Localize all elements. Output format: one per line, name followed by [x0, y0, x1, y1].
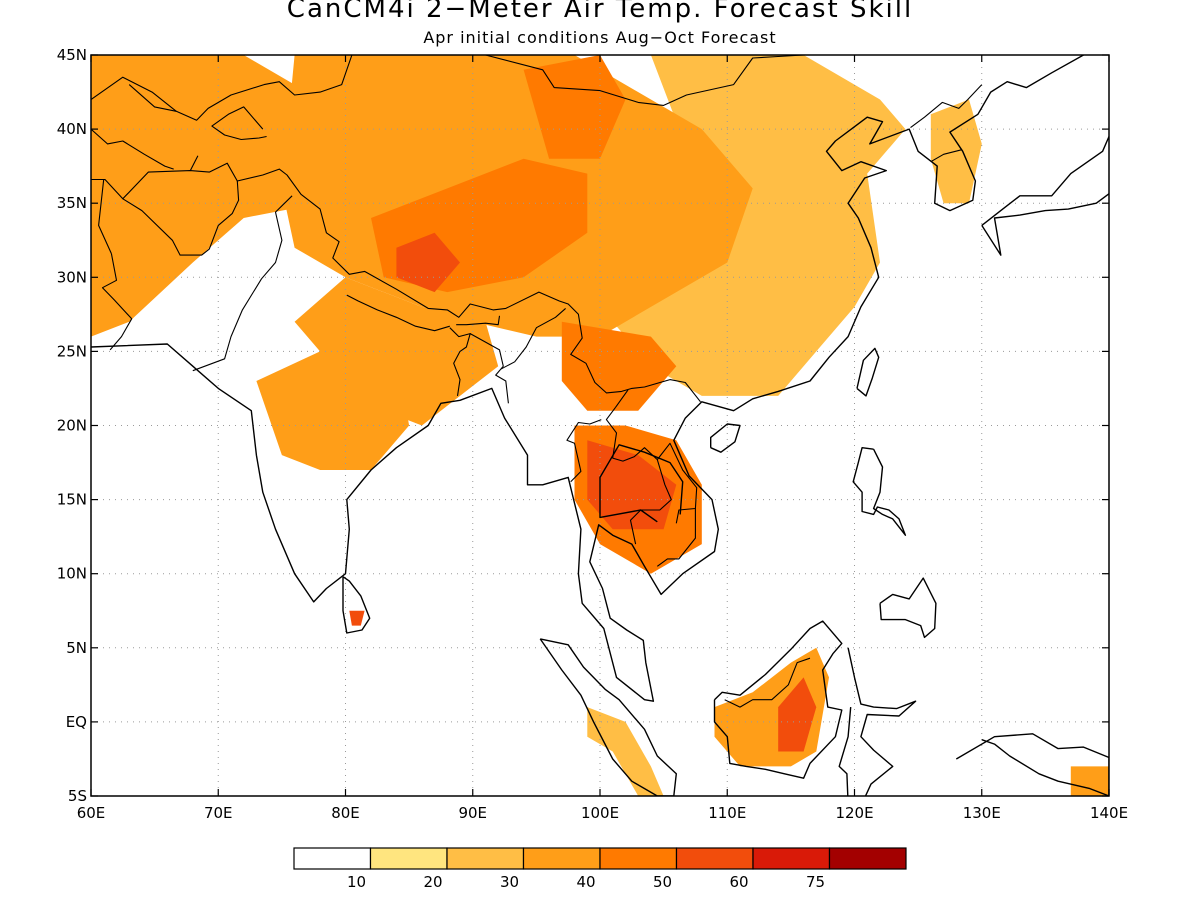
lon-tick-label: 60E	[77, 804, 106, 822]
skill-region-sri-lanka	[349, 610, 365, 626]
skill-region-new-guinea-east	[1070, 766, 1109, 796]
colorbar-swatch	[752, 847, 831, 870]
country-border	[91, 162, 701, 403]
colorbar-swatch	[369, 847, 448, 870]
country-border	[456, 315, 501, 326]
country-border	[469, 333, 509, 404]
country-border	[91, 55, 353, 121]
skill-region-sumatra	[587, 707, 664, 796]
skill-region-central-india	[256, 351, 410, 470]
coastlines	[91, 55, 1109, 796]
skill-region-borneo-hot	[778, 677, 817, 752]
country-border	[930, 149, 962, 163]
colorbar-label: 75	[806, 873, 825, 891]
country-border	[211, 106, 267, 141]
country-border	[614, 389, 629, 409]
coastline	[91, 55, 1084, 702]
lat-tick-label: 5N	[66, 639, 87, 657]
lon-tick-label: 80E	[331, 804, 360, 822]
skill-shading	[91, 55, 1109, 796]
colorbar-swatch	[522, 847, 601, 870]
latitude-axis: 45N 40N 35N 30N 25N 20N 15N 10N 5N EQ 5S	[57, 46, 1109, 805]
map-title: CanCM4i 2−Meter Air Temp. Forecast Skill	[286, 0, 914, 24]
lat-tick-label: 30N	[57, 268, 87, 286]
lon-tick-label: 140E	[1090, 804, 1128, 822]
country-border	[724, 657, 811, 708]
lat-tick-label: 5S	[68, 787, 87, 805]
colorbar: 10 20 30 40 50 60 75	[293, 847, 907, 891]
colorbar-label: 50	[653, 873, 672, 891]
coastline	[981, 135, 1109, 256]
lat-tick-label: 10N	[57, 565, 87, 583]
country-border	[910, 84, 983, 129]
coastline	[856, 347, 880, 397]
country-border	[346, 294, 450, 332]
colorbar-label: 20	[423, 873, 442, 891]
coastline	[838, 647, 917, 796]
coastline	[710, 423, 741, 453]
lat-tick-label: 40N	[57, 120, 87, 138]
colorbar-swatch	[828, 847, 907, 870]
lat-tick-label: EQ	[66, 713, 87, 731]
lat-tick-label: 15N	[57, 491, 87, 509]
colorbar-label: 30	[500, 873, 519, 891]
map-subtitle: Apr initial conditions Aug−Oct Forecast	[423, 28, 777, 47]
skill-region-tibet-hot	[396, 232, 460, 293]
coastline	[879, 577, 937, 639]
country-border	[500, 307, 566, 370]
coastline	[599, 444, 684, 523]
skill-region-yunnan	[561, 321, 677, 411]
lat-tick-label: 25N	[57, 342, 87, 360]
country-border	[656, 442, 698, 524]
colorbar-swatch	[675, 847, 754, 870]
colorbar-swatch	[293, 847, 372, 870]
colorbar-label: 60	[729, 873, 748, 891]
longitude-axis: 60E 70E 80E 90E 100E 110E 120E 130E 140E	[77, 55, 1128, 822]
coastline	[713, 620, 843, 779]
skill-region-indochina-hot	[587, 440, 677, 530]
lon-tick-label: 90E	[458, 804, 487, 822]
coastline	[852, 447, 907, 536]
lon-tick-label: 70E	[204, 804, 233, 822]
coastline	[955, 733, 1109, 796]
country-border	[656, 508, 696, 567]
country-border	[101, 253, 133, 351]
lon-tick-label: 100E	[581, 804, 619, 822]
lon-tick-label: 130E	[963, 804, 1001, 822]
coastline	[342, 576, 371, 634]
country-border	[449, 327, 471, 396]
country-border	[128, 84, 177, 112]
country-border	[566, 419, 602, 483]
colorbar-swatch	[599, 847, 678, 870]
lon-tick-label: 110E	[708, 804, 746, 822]
colorbar-swatch	[446, 847, 525, 870]
colorbar-label: 10	[347, 873, 366, 891]
lon-tick-label: 120E	[835, 804, 873, 822]
coastline	[539, 638, 677, 796]
colorbar-label: 40	[576, 873, 595, 891]
country-border	[605, 407, 672, 545]
lat-tick-label: 20N	[57, 417, 87, 435]
lat-tick-label: 45N	[57, 46, 87, 64]
country-border	[91, 128, 174, 170]
skill-region-qinghai-hot	[523, 55, 626, 159]
skill-region-north-india	[294, 277, 499, 426]
country-border	[189, 155, 199, 171]
country-border	[409, 55, 804, 106]
country-borders	[91, 55, 983, 708]
country-border	[192, 195, 293, 372]
lat-tick-label: 35N	[57, 194, 87, 212]
country-border	[98, 179, 112, 254]
country-border	[122, 180, 240, 256]
